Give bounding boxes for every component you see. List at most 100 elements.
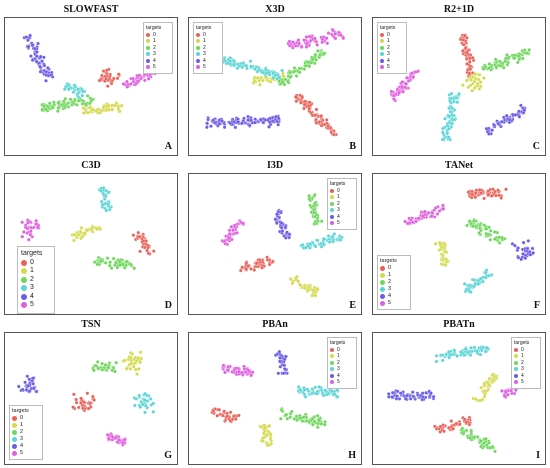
scatter-point: [484, 389, 489, 394]
scatter-panel-f: targets 0 1 2 3 4 5 F: [372, 173, 546, 315]
scatter-point: [457, 422, 462, 427]
scatter-point: [253, 120, 257, 125]
scatter-point: [257, 78, 262, 83]
scatter-point: [225, 368, 230, 372]
legend-label: 1: [20, 422, 24, 428]
cluster-target-5: [389, 69, 421, 103]
cluster-target-3: [296, 385, 340, 399]
scatter-point: [484, 227, 489, 231]
scatter-point: [277, 359, 282, 364]
scatter-point: [248, 59, 253, 64]
scatter-point: [424, 390, 428, 395]
scatter-point: [472, 435, 477, 439]
scatter-point: [302, 106, 306, 111]
scatter-point: [473, 195, 478, 200]
scatter-point: [262, 425, 267, 430]
legend-label: 2: [337, 200, 340, 207]
legend-item-2: 2: [514, 360, 538, 367]
legend-label: 5: [203, 64, 206, 70]
scatter-point: [487, 132, 491, 136]
scatter-point: [138, 405, 143, 409]
scatter-point: [284, 412, 289, 417]
scatter-point: [136, 367, 141, 371]
legend-item-2: 2: [146, 45, 170, 52]
scatter-point: [476, 77, 481, 82]
scatter-point: [486, 192, 491, 197]
scatter-point: [71, 405, 75, 410]
legend-label: 1: [388, 272, 392, 278]
scatter-point: [476, 282, 480, 286]
cluster-target-4: [273, 349, 289, 376]
scatter-point: [313, 192, 317, 197]
scatter-point: [117, 438, 121, 442]
scatter-point: [72, 101, 76, 106]
legend-item-0: 0: [380, 265, 408, 272]
scatter-point: [466, 350, 471, 355]
scatter-point: [313, 385, 318, 390]
scatter-point: [319, 219, 324, 224]
scatter-point: [280, 80, 285, 85]
legend-d: targets 0 1 2 3 4 5: [17, 246, 55, 314]
cluster-target-3: [132, 391, 156, 415]
scatter-point: [324, 392, 329, 397]
cluster-target-5: [105, 432, 128, 447]
scatter-point: [276, 116, 281, 121]
legend-label: 2: [387, 44, 390, 51]
legend-marker: [380, 266, 385, 271]
cluster-target-2: [465, 217, 507, 245]
legend-label: 5: [521, 379, 524, 385]
scatter-point: [331, 239, 335, 244]
scatter-point: [464, 56, 469, 61]
scatter-point: [267, 424, 272, 428]
scatter-point: [324, 36, 329, 41]
legend-label: 0: [20, 415, 24, 421]
legend-label: 5: [388, 300, 392, 306]
scatter-point: [504, 113, 509, 118]
scatter-point: [467, 289, 472, 294]
scatter-point: [151, 249, 156, 253]
scatter-point: [329, 32, 334, 37]
scatter-point: [318, 53, 322, 57]
scatter-point: [34, 54, 39, 59]
legend-item-2: 2: [12, 429, 40, 436]
scatter-point: [281, 371, 286, 376]
scatter-point: [105, 256, 110, 260]
legend-label: 2: [20, 429, 24, 435]
scatter-point: [282, 367, 287, 371]
legend-marker: [21, 259, 27, 266]
scatter-point: [467, 60, 472, 64]
scatter-point: [403, 219, 407, 224]
scatter-point: [74, 400, 79, 405]
scatter-plot-g: [16, 350, 156, 447]
scatter-point: [484, 436, 488, 441]
scatter-point: [143, 410, 147, 415]
scatter-point: [106, 365, 111, 370]
panel-title-c: R2+1D: [443, 4, 475, 15]
scatter-point: [314, 107, 319, 112]
scatter-point: [444, 260, 449, 264]
scatter-point: [87, 101, 92, 106]
legend-item-0: 0: [330, 188, 354, 195]
legend-item-1: 1: [380, 272, 408, 279]
scatter-point: [472, 219, 476, 223]
scatter-point: [472, 345, 477, 350]
cluster-target-2: [307, 192, 324, 226]
legend-marker: [12, 437, 17, 442]
scatter-point: [249, 373, 253, 378]
scatter-point: [125, 79, 129, 84]
legend-i: targets 0 1 2 3 4 5: [511, 337, 541, 389]
scatter-point: [506, 392, 510, 397]
scatter-point: [118, 263, 123, 268]
scatter-point: [254, 261, 259, 266]
scatter-point: [301, 415, 306, 420]
scatter-point: [465, 223, 469, 228]
legend-marker: [21, 302, 27, 309]
scatter-point: [33, 46, 38, 51]
scatter-point: [223, 370, 227, 375]
scatter-point: [228, 121, 233, 126]
scatter-point: [300, 95, 305, 100]
scatter-point: [241, 221, 245, 226]
legend-label: 0: [388, 265, 392, 271]
scatter-point: [500, 119, 504, 124]
legend-marker: [380, 294, 385, 299]
